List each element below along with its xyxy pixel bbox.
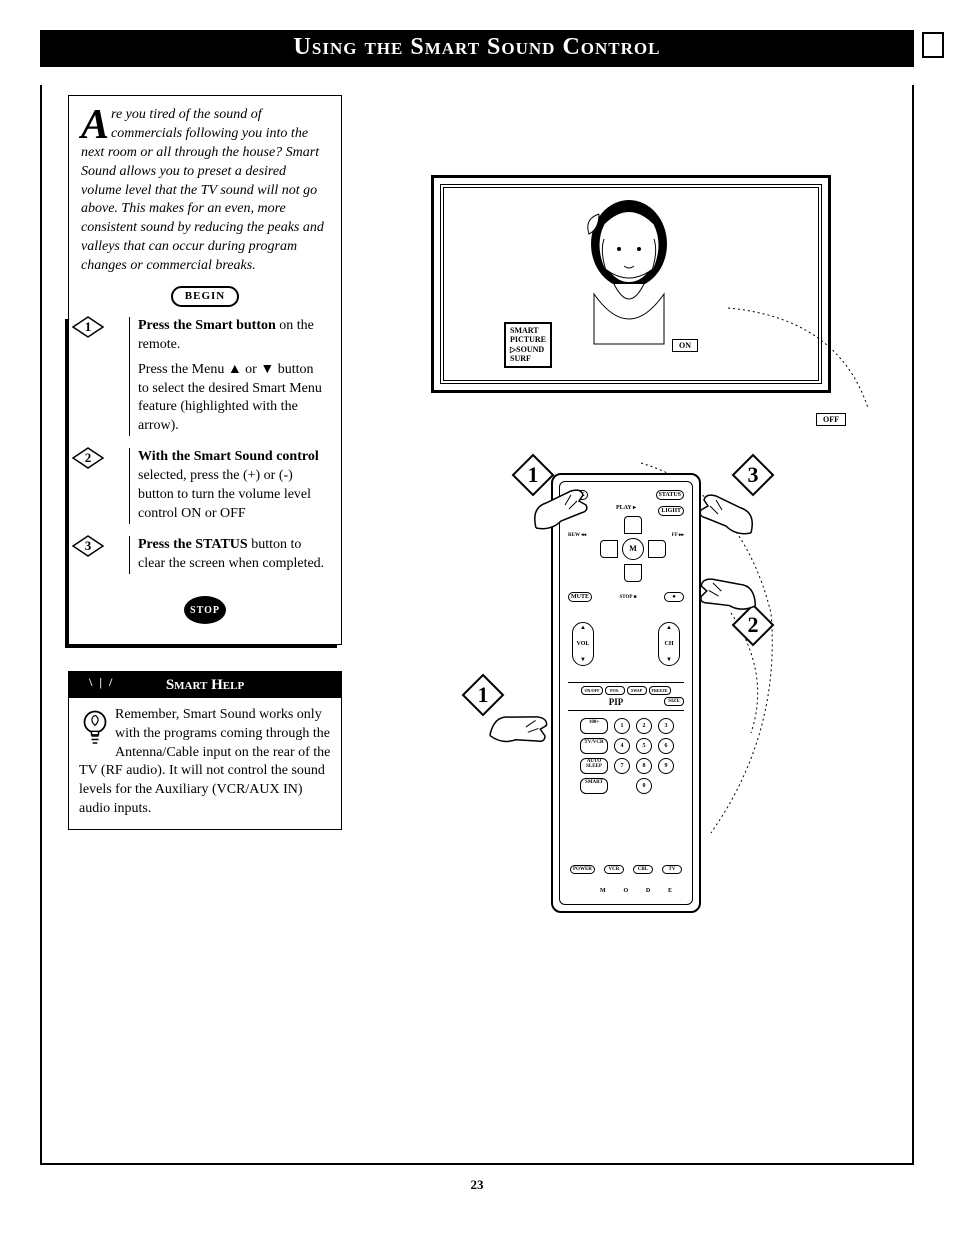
osd-on-label: ON (672, 339, 698, 352)
rays-icon: \ | / (89, 674, 114, 690)
remote-pip-swap[interactable]: SWAP (627, 686, 647, 695)
osd-line-0: PICTURE (510, 335, 546, 345)
remote-menu-down-button[interactable] (624, 564, 642, 582)
hand-pointing-icon (531, 483, 591, 533)
intro-text: re you tired of the sound of commercials… (81, 107, 324, 273)
step-3-bold: Press the STATUS (138, 537, 248, 552)
step-2-rest: selected, press the (+) or (-) button to… (138, 468, 311, 521)
smart-help-text: Remember, Smart Sound works only with th… (79, 707, 330, 816)
remote-digit-4[interactable]: 4 (614, 738, 630, 754)
step-1-diamond-icon: 1 (71, 315, 105, 339)
tv-dotted-arc-icon (718, 298, 888, 418)
step-1-bold: Press the Smart button (138, 318, 276, 333)
remote-digit-2[interactable]: 2 (636, 718, 652, 734)
osd-title: SMART (510, 326, 546, 336)
intro-steps-box: A re you tired of the sound of commercia… (68, 95, 342, 645)
intro-dropcap: A (81, 106, 111, 142)
remote-mode-label: M O D E (600, 888, 672, 894)
remote-digit-3[interactable]: 3 (658, 718, 674, 734)
remote-pip-label: PIP (609, 697, 624, 707)
remote-mute-button[interactable]: MUTE (568, 592, 592, 602)
remote-digit-5[interactable]: 5 (636, 738, 652, 754)
left-column: A re you tired of the sound of commercia… (42, 85, 342, 1133)
lightbulb-icon (81, 708, 109, 748)
remote-volume-rocker[interactable]: ▲ VOL ▼ (572, 622, 594, 666)
right-column: SMART PICTURE ▷SOUND SURF ON OFF (362, 85, 900, 1133)
remote-digit-6[interactable]: 6 (658, 738, 674, 754)
remote-bottom-row: POWER VCR CBL TV (570, 865, 682, 874)
smart-help-header: \ | / Smart Help (69, 672, 341, 698)
remote-stop-label: STOP ■ (620, 595, 637, 600)
step-2-bold: With the Smart Sound control (138, 449, 319, 464)
svg-text:1: 1 (478, 682, 489, 707)
remote-pip-size[interactable]: SIZE (664, 697, 684, 706)
stop-pill: STOP (184, 596, 226, 624)
smart-help-box: \ | / Smart Help Remember, Smart Sound w… (68, 671, 342, 831)
page-title-bar: Using the Smart Sound Control (40, 30, 914, 67)
remote-pip-section: ON/OFF POS. SWAP FREEZE PIP SIZE (568, 682, 684, 711)
remote-ch-label: CH (659, 641, 679, 647)
intro-paragraph: A re you tired of the sound of commercia… (81, 106, 329, 276)
remote-digit-7[interactable]: 7 (614, 758, 630, 774)
remote-mode-tv[interactable]: TV (662, 865, 682, 874)
woman-illustration-icon (554, 194, 704, 354)
osd-menu: SMART PICTURE ▷SOUND SURF (504, 322, 552, 368)
step-3-diamond-icon: 3 (71, 534, 105, 558)
remote-channel-rocker[interactable]: ▲ CH ▼ (658, 622, 680, 666)
step-3: 3 Press the STATUS button to clear the s… (81, 534, 329, 584)
remote-digit-1[interactable]: 1 (614, 718, 630, 734)
remote-smart-button[interactable]: SMART (580, 778, 608, 794)
remote-pip-freeze[interactable]: FREEZE (649, 686, 671, 695)
svg-text:3: 3 (748, 462, 759, 487)
remote-ff-label: FF ▸▸ (672, 532, 684, 538)
remote-digit-9[interactable]: 9 (658, 758, 674, 774)
remote-menu-center-button[interactable]: M (622, 538, 644, 560)
remote-control: OCK STATUS LIGHT PLAY ▸ M (551, 473, 701, 913)
page-frame: A re you tired of the sound of commercia… (40, 85, 914, 1165)
step-1-para2: Press the Menu ▲ or ▼ button to select t… (138, 361, 325, 437)
corner-checkbox (922, 32, 944, 58)
remote-autosleep-button[interactable]: AUTOSLEEP (580, 758, 608, 774)
remote-100plus-button[interactable]: 100+ (580, 718, 608, 734)
remote-area: OCK STATUS LIGHT PLAY ▸ M (411, 453, 851, 933)
remote-status-button[interactable]: STATUS (656, 490, 684, 500)
remote-vol-ch-row: ▲ VOL ▼ ▲ CH ▼ (572, 622, 680, 668)
remote-mode-vcr[interactable]: VCR (604, 865, 624, 874)
remote-menu-left-button[interactable] (600, 540, 618, 558)
remote-vol-label: VOL (573, 641, 593, 647)
remote-power-button[interactable]: POWER (570, 865, 595, 874)
remote-tvvcr-button[interactable]: TV/VCR (580, 738, 608, 754)
remote-pip-onoff[interactable]: ON/OFF (581, 686, 602, 695)
remote-digit-0[interactable]: 0 (636, 778, 652, 794)
remote-dpad[interactable]: M (598, 514, 668, 584)
page-number: 23 (40, 1177, 914, 1193)
remote-rec-button[interactable]: ● (664, 592, 684, 602)
remote-mode-cbl[interactable]: CBL (633, 865, 653, 874)
osd-line-2: SURF (510, 354, 546, 364)
remote-numpad: 100+ 1 2 3 TV/VCR 4 5 6 AUTOSLEEP 7 8 9 … (580, 718, 672, 794)
svg-text:2: 2 (748, 612, 759, 637)
remote-digit-8[interactable]: 8 (636, 758, 652, 774)
tv-frame: SMART PICTURE ▷SOUND SURF ON OFF (431, 175, 831, 393)
smart-help-title: Smart Help (166, 677, 244, 693)
remote-pip-pos[interactable]: POS. (605, 686, 625, 695)
begin-pill: BEGIN (171, 286, 239, 307)
osd-line-1: ▷SOUND (510, 345, 546, 355)
page-title: Using the Smart Sound Control (294, 34, 661, 60)
step-1: 1 Press the Smart button on the remote. … (81, 315, 329, 446)
svg-text:1: 1 (85, 319, 92, 334)
svg-text:3: 3 (85, 538, 92, 553)
step-2-diamond-icon: 2 (71, 446, 105, 470)
smart-help-body: Remember, Smart Sound works only with th… (69, 698, 341, 829)
hand-pointing-icon (696, 488, 756, 538)
step-2: 2 With the Smart Sound control selected,… (81, 446, 329, 534)
remote-menu-right-button[interactable] (648, 540, 666, 558)
svg-text:2: 2 (85, 450, 92, 465)
